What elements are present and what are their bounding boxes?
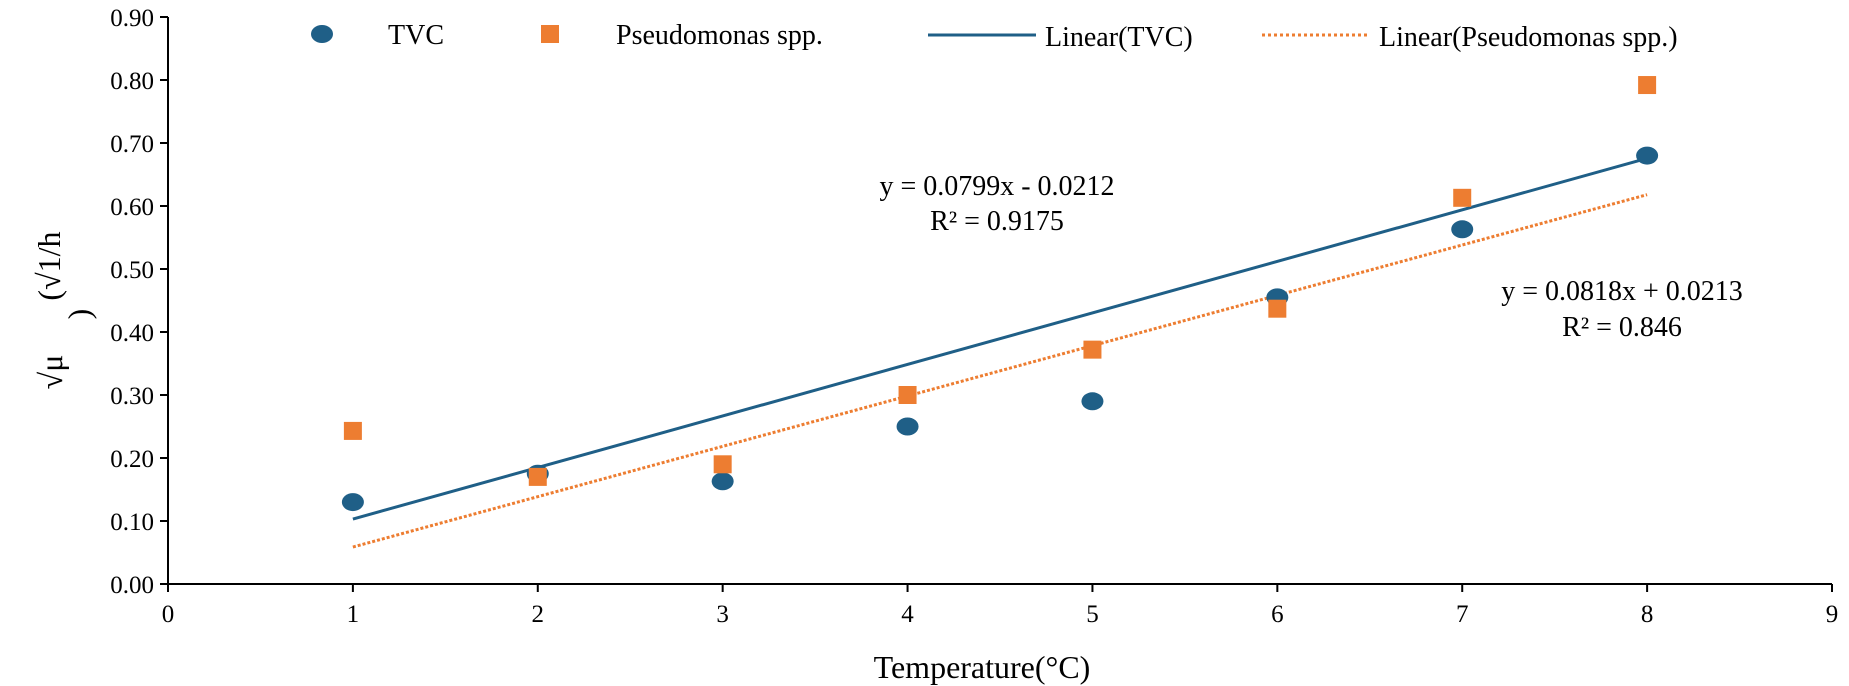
legend-marker-circle <box>311 25 333 43</box>
equation-text: y = 0.0799x - 0.0212 <box>879 171 1114 202</box>
x-tick-label: 1 <box>347 601 360 628</box>
legend-item-tvc: TVC <box>311 20 444 51</box>
data-point-pseudomonas <box>528 467 547 486</box>
y-tick-label: 0.10 <box>110 509 154 536</box>
trendline-tvc <box>352 156 1648 521</box>
legend-item-linear-pseudomonas: Linear(Pseudomonas spp.) <box>1262 22 1678 53</box>
y-axis-title-close: ) <box>61 309 97 320</box>
y-ticks: 0.00 0.10 0.20 0.30 0.40 0.50 0.60 0.70 0.80 0.90 <box>110 5 168 599</box>
data-point-pseudomonas <box>713 455 732 474</box>
legend-marker-square <box>541 25 559 43</box>
y-tick-label: 0.50 <box>110 257 154 284</box>
equation-pseudomonas: y = 0.0799x - 0.0212 R² = 0.9175 <box>879 171 1114 237</box>
legend-label-pseudomonas: Pseudomonas spp. <box>616 20 823 51</box>
x-axis-title: Temperature(°C) <box>874 649 1091 685</box>
y-axis-title: √μ (√1/h ) <box>31 231 97 389</box>
equation-text: y = 0.0818x + 0.0213 <box>1501 276 1743 307</box>
data-point-pseudomonas <box>343 421 362 440</box>
data-point-tvc <box>1636 146 1659 165</box>
r-squared-text: R² = 0.9175 <box>930 206 1064 237</box>
x-tick-label: 5 <box>1086 601 1099 628</box>
y-tick-label: 0.20 <box>110 446 154 473</box>
data-point-tvc <box>341 493 364 512</box>
equation-tvc: y = 0.0818x + 0.0213 R² = 0.846 <box>1501 276 1743 343</box>
y-tick-label: 0.60 <box>110 194 154 221</box>
data-point-pseudomonas <box>1083 340 1102 359</box>
r-squared-text: R² = 0.846 <box>1562 312 1682 343</box>
legend-label-linear-tvc: Linear(TVC) <box>1045 22 1193 53</box>
y-tick-label: 0.40 <box>110 320 154 347</box>
y-tick-label: 0.70 <box>110 131 154 158</box>
x-tick-label: 9 <box>1826 601 1839 628</box>
x-tick-label: 0 <box>162 601 175 628</box>
data-point-pseudomonas <box>1453 188 1472 207</box>
x-tick-label: 2 <box>532 601 545 628</box>
y-axis-title-unit: (√1/h <box>31 231 67 300</box>
data-point-pseudomonas <box>1638 76 1657 95</box>
trendlines <box>352 156 1648 549</box>
data-point-pseudomonas <box>898 386 917 404</box>
x-tick-label: 7 <box>1456 601 1469 628</box>
x-tick-label: 4 <box>901 601 914 628</box>
x-tick-label: 3 <box>716 601 729 628</box>
x-tick-label: 6 <box>1271 601 1284 628</box>
x-tick-label: 8 <box>1641 601 1654 628</box>
legend-item-pseudomonas: Pseudomonas spp. <box>541 20 823 51</box>
y-axis-title-symbol: √μ <box>33 355 69 390</box>
legend-label-tvc: TVC <box>388 20 444 51</box>
y-tick-label: 0.00 <box>110 572 154 599</box>
y-tick-label: 0.80 <box>110 68 154 95</box>
x-ticks: 0 1 2 3 4 5 6 7 8 9 <box>162 584 1839 628</box>
data-point-tvc <box>896 417 919 436</box>
trendline-pseudomonas <box>352 193 1648 549</box>
data-point-tvc <box>1451 220 1474 239</box>
y-tick-label: 0.30 <box>110 383 154 410</box>
data-point-tvc <box>711 472 734 491</box>
legend-item-linear-tvc: Linear(TVC) <box>928 22 1193 53</box>
legend-label-linear-pseudomonas: Linear(Pseudomonas spp.) <box>1379 22 1678 53</box>
y-tick-label: 0.90 <box>110 5 154 32</box>
legend: TVC Pseudomonas spp. Linear(TVC) Linear(… <box>311 20 1678 53</box>
data-point-tvc <box>1081 392 1104 411</box>
data-points <box>341 76 1659 512</box>
data-point-pseudomonas <box>1268 299 1287 318</box>
